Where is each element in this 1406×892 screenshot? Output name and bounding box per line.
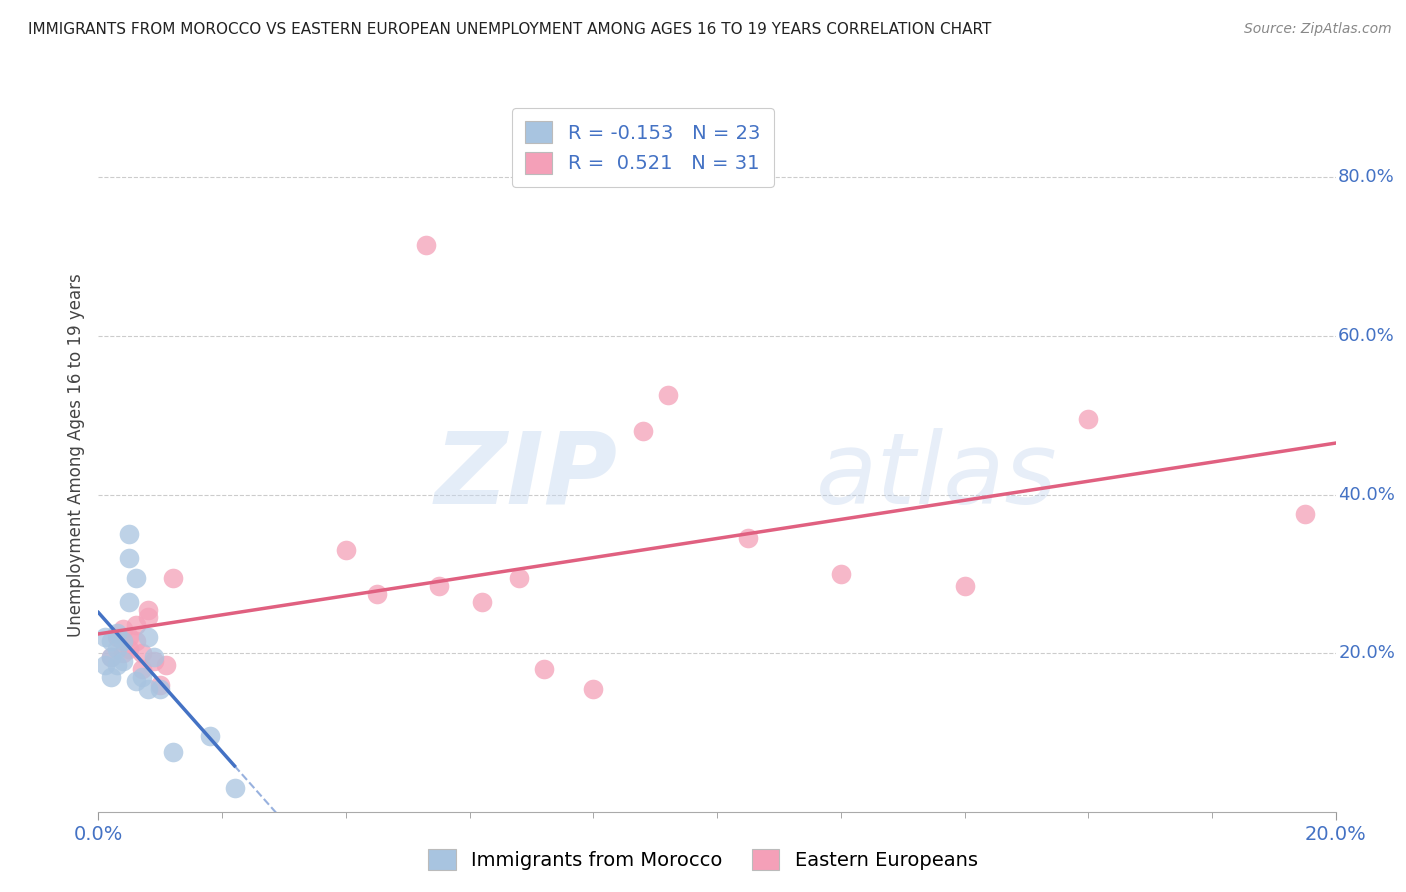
Point: [155, 658, 177, 673]
Text: ZIP: ZIP: [434, 428, 619, 524]
Text: 80.0%: 80.0%: [1339, 169, 1395, 186]
Point: [1077, 412, 1099, 426]
Point: [198, 730, 221, 744]
Text: 60.0%: 60.0%: [1339, 327, 1395, 345]
Point: [366, 587, 388, 601]
Text: 20.0%: 20.0%: [1339, 644, 1395, 662]
Point: [415, 237, 437, 252]
Point: [124, 618, 146, 632]
Point: [737, 531, 759, 545]
Point: [533, 662, 555, 676]
Point: [112, 623, 135, 637]
Point: [105, 642, 128, 657]
Point: [224, 780, 246, 795]
Point: [1294, 508, 1316, 522]
Point: [427, 579, 450, 593]
Text: 40.0%: 40.0%: [1339, 485, 1395, 504]
Point: [131, 662, 153, 676]
Point: [131, 646, 153, 660]
Point: [93, 630, 115, 644]
Point: [143, 654, 166, 668]
Text: Source: ZipAtlas.com: Source: ZipAtlas.com: [1244, 22, 1392, 37]
Point: [149, 681, 172, 696]
Point: [162, 571, 184, 585]
Legend: R = -0.153   N = 23, R =  0.521   N = 31: R = -0.153 N = 23, R = 0.521 N = 31: [512, 108, 775, 187]
Point: [335, 543, 357, 558]
Point: [508, 571, 530, 585]
Point: [112, 634, 135, 648]
Point: [631, 424, 654, 438]
Point: [582, 681, 605, 696]
Point: [136, 602, 159, 616]
Point: [100, 650, 122, 665]
Point: [105, 626, 128, 640]
Point: [105, 630, 128, 644]
Point: [143, 650, 166, 665]
Point: [657, 388, 679, 402]
Point: [112, 654, 135, 668]
Point: [118, 642, 141, 657]
Point: [953, 579, 976, 593]
Point: [149, 678, 172, 692]
Y-axis label: Unemployment Among Ages 16 to 19 years: Unemployment Among Ages 16 to 19 years: [66, 273, 84, 637]
Point: [118, 527, 141, 541]
Text: atlas: atlas: [815, 428, 1057, 524]
Point: [118, 594, 141, 608]
Point: [136, 630, 159, 644]
Point: [112, 646, 135, 660]
Point: [100, 650, 122, 665]
Point: [118, 630, 141, 644]
Point: [136, 610, 159, 624]
Point: [471, 594, 494, 608]
Point: [100, 670, 122, 684]
Point: [131, 670, 153, 684]
Point: [100, 634, 122, 648]
Point: [93, 658, 115, 673]
Point: [124, 634, 146, 648]
Point: [124, 673, 146, 688]
Point: [830, 566, 852, 581]
Text: IMMIGRANTS FROM MOROCCO VS EASTERN EUROPEAN UNEMPLOYMENT AMONG AGES 16 TO 19 YEA: IMMIGRANTS FROM MOROCCO VS EASTERN EUROP…: [28, 22, 991, 37]
Legend: Immigrants from Morocco, Eastern Europeans: Immigrants from Morocco, Eastern Europea…: [420, 841, 986, 878]
Point: [105, 658, 128, 673]
Point: [118, 551, 141, 566]
Point: [124, 571, 146, 585]
Point: [136, 681, 159, 696]
Point: [162, 745, 184, 759]
